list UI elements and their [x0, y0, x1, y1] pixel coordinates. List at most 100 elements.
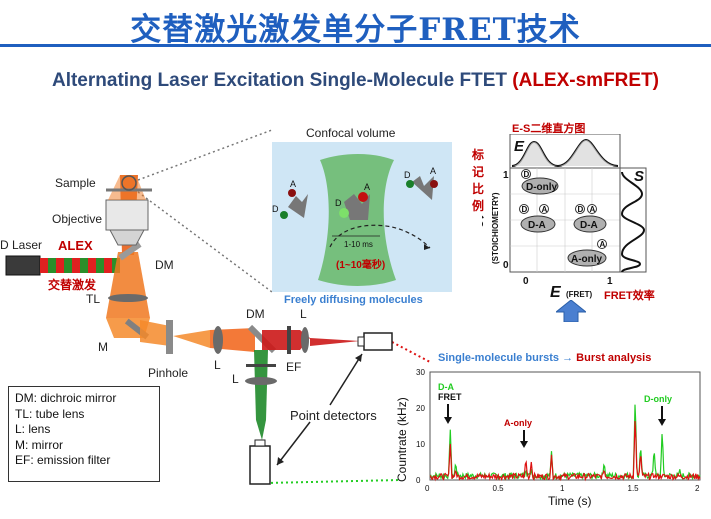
emission-cone: [106, 252, 150, 318]
burst-x-tick: 2: [695, 484, 700, 493]
burst-x-tick: 0.5: [493, 484, 505, 493]
e-axis-label: E: [550, 284, 562, 301]
legend-m: M: mirror: [15, 437, 63, 452]
pop-d-a-high: [573, 215, 607, 233]
up-arrow-icon: [556, 300, 586, 322]
label-pinhole: Pinhole: [148, 366, 189, 380]
pop-d-a-low-label: D-A: [528, 220, 546, 231]
title-divider: [0, 44, 711, 47]
confocal-volume-panel: 1-10 ms (1~10毫秒) A D A D A D: [272, 142, 452, 292]
arrow-fret: [444, 417, 452, 424]
badge-a-1: A: [542, 205, 548, 214]
burst-x-tick: 1.5: [628, 484, 640, 493]
label-dm: DM: [155, 258, 174, 272]
legend-l: L: lens: [15, 422, 51, 436]
d-laser-body: [5, 255, 41, 276]
anno-d-a: D-A: [438, 382, 454, 392]
arrow-a-only: [520, 441, 528, 448]
e-tick-0: 0: [523, 276, 529, 287]
badge-d-2: D: [522, 205, 528, 214]
fret-cn-label: FRET效率: [604, 290, 655, 302]
badge-a-3: A: [600, 240, 606, 249]
page-title: 交替激光激发单分子FRET技术: [130, 12, 581, 48]
burst-ylabel: Countrate (kHz): [395, 397, 409, 482]
alternating-beam: [40, 258, 120, 273]
zoom-line-bottom: [137, 191, 273, 293]
anno-d-only: D-only: [644, 394, 672, 404]
dichroic-mirror-1: [118, 241, 142, 261]
label-d-center: D: [335, 198, 342, 208]
confocal-title: Confocal volume: [306, 126, 396, 140]
green-detector-link: [265, 479, 401, 484]
pop-d-only: [521, 177, 559, 195]
objective-body: [105, 199, 149, 231]
red-detector-nose: [357, 336, 365, 347]
label-l-1: L: [214, 358, 221, 372]
burst-x-tick: 0: [425, 484, 430, 493]
label-dm-2: DM: [246, 307, 265, 321]
pop-d-a-low: [520, 215, 556, 233]
bursts-heading: Single-molecule bursts → Burst analysis: [438, 352, 651, 364]
s-projection-curve: [620, 171, 646, 273]
burst-plot-area: [429, 371, 701, 481]
lens-3: [245, 377, 277, 385]
label-s-right: S: [634, 168, 644, 185]
label-l-3: L: [232, 372, 239, 386]
label-d-left: D: [272, 204, 279, 214]
green-detector: [249, 445, 271, 485]
stoich-cn-label: 标记比例: [472, 148, 485, 213]
objective-beam: [108, 175, 146, 200]
bursts-heading-arrow: →: [562, 352, 574, 364]
stoich-axis-label: (STOICHIOMETRY): [491, 192, 500, 264]
burst-y-tick: 10: [416, 440, 425, 449]
red-detector-link: [391, 341, 431, 363]
pinhole-plate: [166, 320, 173, 354]
s-tick-1: 1: [503, 170, 509, 181]
subtitle-main: Alternating Laser Excitation Single-Mole…: [51, 70, 513, 91]
badge-a-2: A: [590, 205, 596, 214]
molecule-center: [339, 192, 370, 220]
anno-fret: FRET: [438, 392, 462, 402]
pop-a-only-label: A-only: [571, 254, 603, 265]
label-ef: EF: [286, 360, 302, 374]
burst-x-tick: 1: [560, 484, 565, 493]
label-d-right: D: [404, 170, 411, 180]
emission-filter-red: [287, 326, 291, 354]
label-tl: TL: [86, 292, 101, 306]
bursts-heading-accent: Burst analysis: [573, 352, 652, 364]
red-emission-focus: [310, 338, 360, 346]
es-title: E-S二维直方图: [512, 123, 586, 135]
arrow-to-red-detector: [329, 353, 363, 406]
subtitle-accent: (ALEX-smFRET): [512, 70, 660, 91]
label-a-right: A: [430, 166, 436, 176]
pop-a-only: [567, 249, 607, 267]
pop-d-only-label: D-only: [526, 182, 558, 193]
es-histogram: E D-only D-A D-A A-only D D A D A A S 1 …: [482, 134, 647, 301]
zoom-line-top: [137, 129, 273, 181]
pop-d-a-high-label: D-A: [580, 220, 598, 231]
molecule-right: [406, 176, 438, 200]
diffusion-trajectory: [329, 224, 431, 249]
label-objective: Objective: [52, 212, 103, 226]
label-alex: ALEX: [58, 238, 93, 253]
badge-d-3: D: [578, 205, 584, 214]
legend-dm: DM: dichroic mirror: [15, 391, 117, 405]
tube-lens: [108, 294, 148, 302]
arrow-to-green-detector: [276, 421, 311, 466]
objective-tip: [109, 229, 145, 246]
burst-series-red: [429, 420, 701, 482]
anno-a-only: A-only: [504, 418, 532, 428]
label-sample: Sample: [55, 176, 96, 190]
burst-y-tick: 30: [416, 368, 425, 377]
transit-time-cn: (1~10毫秒): [336, 258, 385, 271]
legend-tl: TL: tube lens: [15, 406, 85, 421]
arrow-d-only: [658, 419, 666, 426]
transit-time-label: 1-10 ms: [344, 240, 373, 249]
green-detector-nose: [254, 439, 266, 447]
molecule-left: [280, 189, 308, 219]
lens-1: [213, 326, 223, 354]
fret-axis-label: (FRET): [566, 290, 593, 299]
label-alex-cn: 交替激发: [48, 278, 97, 292]
